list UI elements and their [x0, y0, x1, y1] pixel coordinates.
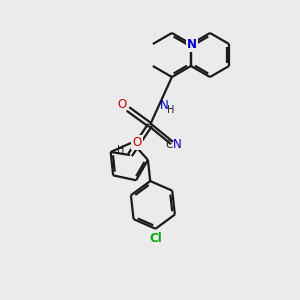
Text: O: O	[133, 136, 142, 149]
Text: N: N	[187, 38, 197, 50]
Text: Cl: Cl	[149, 232, 162, 245]
Text: H: H	[167, 105, 175, 116]
Text: N: N	[160, 99, 168, 112]
Text: H: H	[117, 145, 125, 155]
Text: N: N	[172, 139, 182, 152]
Text: C: C	[165, 140, 173, 150]
Text: O: O	[117, 98, 127, 112]
